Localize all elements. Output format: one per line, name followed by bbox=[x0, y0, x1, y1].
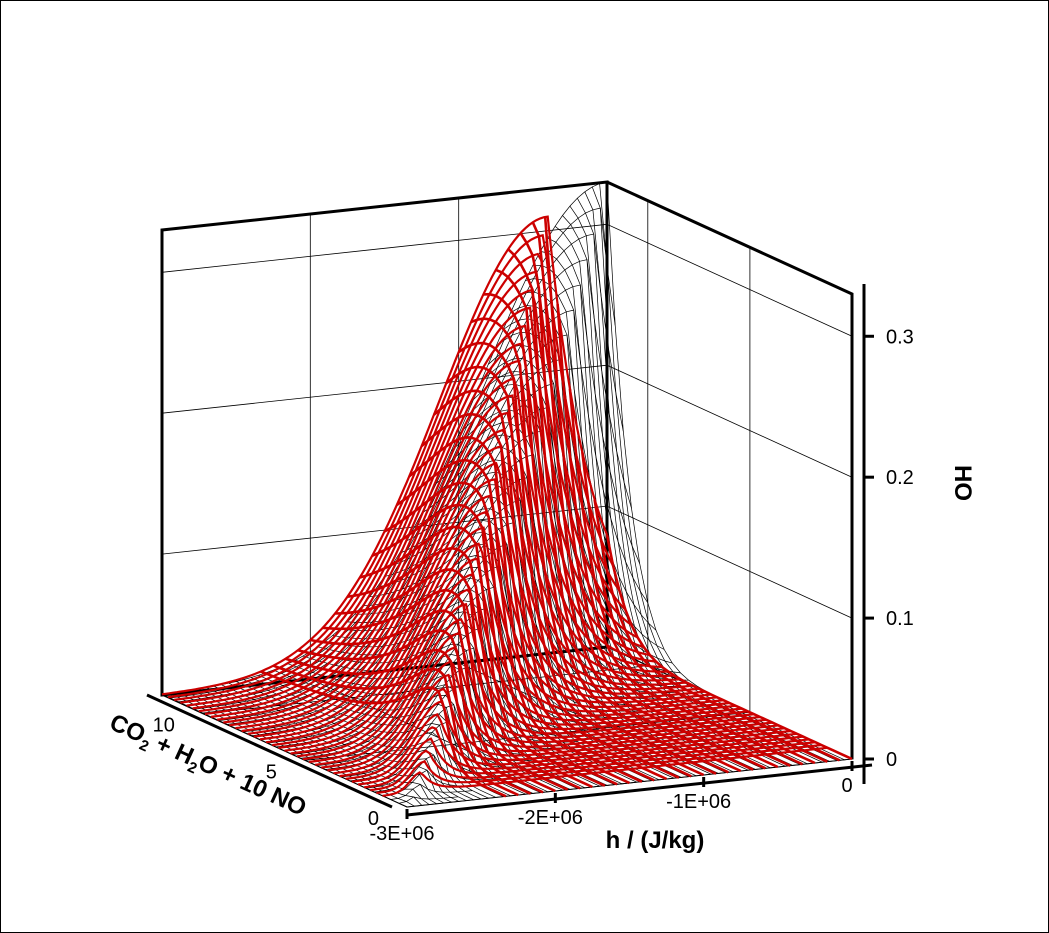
red-curve bbox=[371, 503, 618, 786]
red-curve bbox=[457, 341, 705, 777]
z-axis-title: HO bbox=[949, 465, 976, 501]
mesh-line bbox=[250, 677, 497, 798]
z-tick-label: 0 bbox=[886, 749, 897, 771]
x-axis-title: h / (J/kg) bbox=[606, 827, 705, 854]
red-curve bbox=[519, 232, 767, 770]
mesh-line bbox=[258, 674, 504, 797]
red-curve bbox=[593, 499, 841, 762]
y-tick-label: 0 bbox=[368, 808, 379, 830]
red-curve bbox=[543, 216, 791, 767]
red-curve bbox=[568, 388, 816, 765]
z-tick-label: 0.3 bbox=[886, 326, 914, 348]
mesh-line bbox=[584, 191, 830, 762]
z-tick-label: 0.1 bbox=[886, 608, 914, 630]
red-curve bbox=[483, 292, 729, 774]
red-curve bbox=[605, 534, 853, 761]
x-tick-label: -2E+06 bbox=[518, 807, 583, 829]
red-curve bbox=[470, 317, 717, 775]
y-axis-line bbox=[146, 693, 393, 809]
red-curve bbox=[445, 365, 692, 778]
red-curve bbox=[408, 436, 655, 782]
mesh-line bbox=[436, 434, 682, 778]
red-curve bbox=[556, 304, 804, 766]
red-curve bbox=[322, 588, 569, 791]
red-curve bbox=[285, 648, 532, 795]
y-tick-label: 10 bbox=[153, 715, 175, 737]
red-curve bbox=[581, 451, 828, 763]
x-tick-label: -3E+06 bbox=[369, 823, 434, 845]
mesh-line bbox=[390, 783, 473, 800]
red-curve bbox=[310, 609, 556, 793]
red-curve bbox=[297, 629, 544, 794]
x-axis-line bbox=[406, 763, 873, 817]
z-tick-label: 0.2 bbox=[886, 467, 914, 489]
red-curve bbox=[260, 670, 507, 798]
red-curve bbox=[507, 248, 754, 771]
mesh-line bbox=[428, 447, 675, 779]
red-curve bbox=[495, 268, 742, 773]
red-curve bbox=[272, 664, 519, 797]
mesh-line bbox=[339, 589, 586, 789]
red-curve bbox=[531, 221, 779, 769]
red-curve bbox=[359, 525, 606, 787]
red-curve bbox=[433, 389, 680, 779]
mesh-line bbox=[451, 409, 697, 777]
red-curve bbox=[383, 481, 631, 785]
mesh-line bbox=[308, 607, 599, 763]
axes bbox=[146, 284, 873, 817]
red-curve bbox=[396, 458, 643, 783]
surface-red-lines bbox=[161, 215, 853, 798]
mesh-line bbox=[510, 305, 756, 770]
red-curve bbox=[420, 412, 668, 781]
red-curve bbox=[335, 568, 581, 790]
x-tick-label: -1E+06 bbox=[666, 791, 731, 813]
x-tick-label: 0 bbox=[841, 775, 852, 797]
red-curve bbox=[347, 546, 593, 789]
tick-labels: -3E+06 -2E+06 -1E+06 0 0 5 10 0 0.1 0.2 0.3 bbox=[153, 326, 914, 845]
y-tick-label: 5 bbox=[266, 761, 277, 783]
